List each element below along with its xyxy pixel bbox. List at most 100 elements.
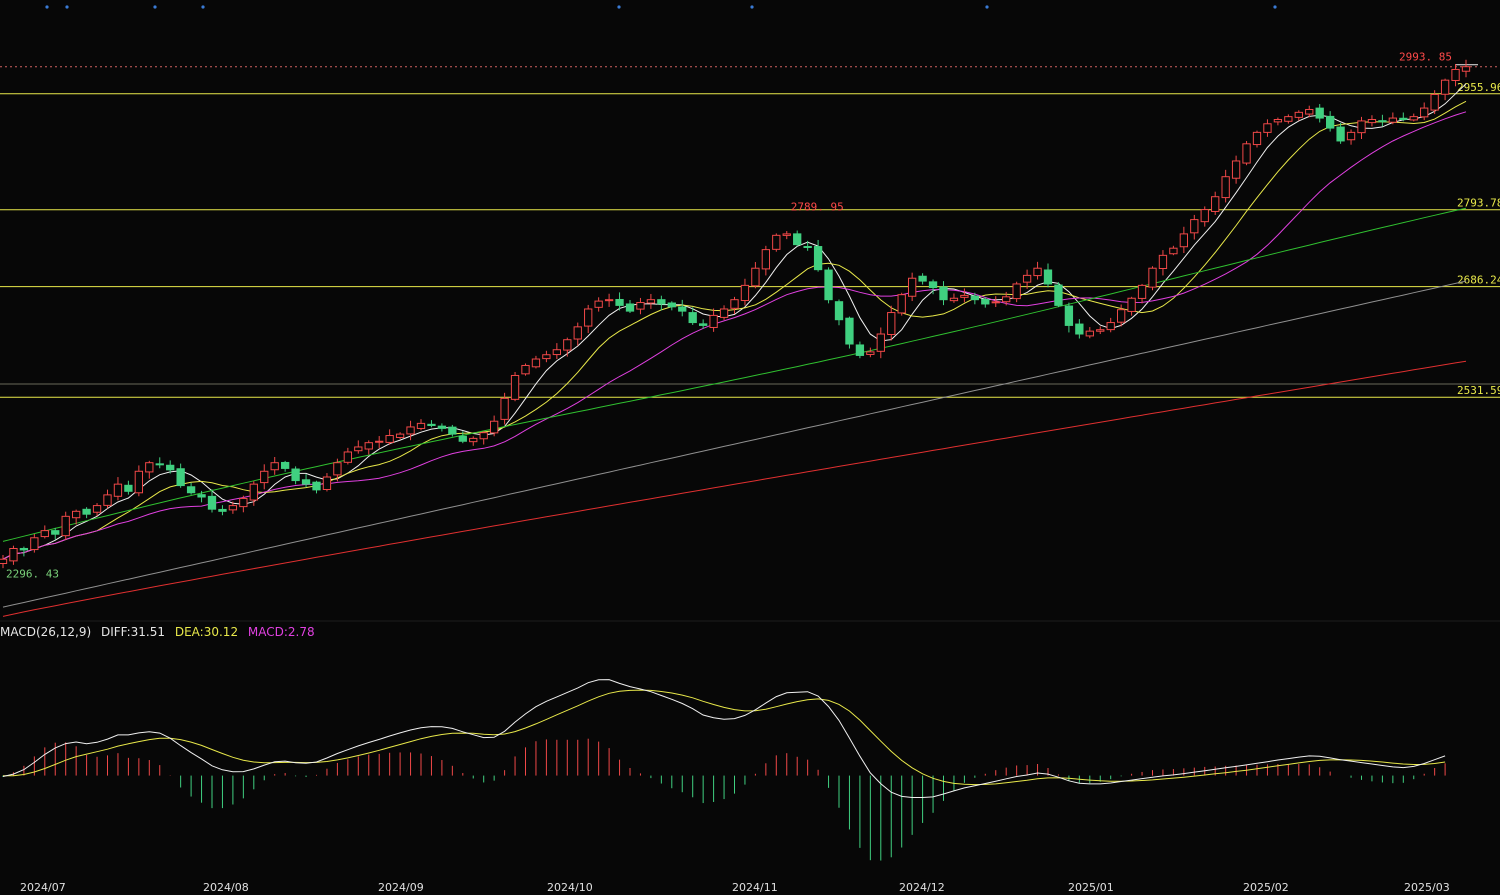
- candle-body: [1231, 160, 1241, 179]
- candle-body: [166, 464, 175, 471]
- x-axis-label: 2024/12: [899, 881, 945, 894]
- candle-body: [887, 312, 896, 336]
- candle-body: [928, 281, 938, 289]
- candle-body: [1336, 126, 1345, 142]
- candle-body: [793, 233, 802, 246]
- candle-body: [803, 246, 812, 249]
- candle-body: [594, 300, 603, 308]
- ma60-line: [2, 207, 1467, 542]
- candle-body: [1367, 119, 1377, 124]
- candle-body: [1409, 116, 1418, 121]
- candle-body: [333, 462, 342, 476]
- candle-body: [395, 433, 405, 439]
- candle-body: [124, 484, 133, 492]
- candle-body: [270, 462, 279, 471]
- candle-body: [71, 510, 81, 519]
- candle-body: [61, 515, 70, 537]
- x-axis-label: 2025/01: [1068, 881, 1114, 894]
- candle-body: [563, 339, 572, 351]
- candle-body: [615, 298, 624, 306]
- candle-body: [51, 530, 60, 535]
- ma120-line: [2, 280, 1467, 608]
- level-label: 2955.96: [1457, 81, 1500, 94]
- candle-body: [207, 495, 217, 510]
- candle-body: [218, 508, 227, 512]
- macd-legend-name: MACD(26,12,9): [0, 625, 92, 639]
- candle-body: [1263, 123, 1272, 133]
- extreme-low-label: 2296. 43: [6, 567, 59, 580]
- candle-body: [1211, 196, 1220, 212]
- candle-body: [991, 301, 1000, 304]
- level-label: 2531.59: [1457, 384, 1500, 397]
- candle-body: [1054, 284, 1063, 306]
- marker-dot: [45, 5, 49, 9]
- candle-body: [876, 333, 885, 352]
- candle-body: [698, 323, 708, 326]
- candle-body: [385, 435, 394, 443]
- candle-body: [1127, 297, 1136, 312]
- candle-body: [960, 294, 969, 298]
- candle-body: [678, 306, 687, 312]
- candle-body: [751, 267, 760, 287]
- candle-body: [824, 269, 833, 301]
- candle-body: [1451, 68, 1460, 81]
- candle-body: [145, 462, 154, 473]
- candle-body: [1179, 233, 1189, 248]
- candle-body: [103, 494, 112, 506]
- candle-body: [625, 303, 635, 312]
- candle-body: [1200, 209, 1209, 223]
- candle-body: [772, 234, 781, 250]
- candle-body: [939, 286, 948, 301]
- candle-body: [657, 299, 666, 305]
- candle-body: [1357, 120, 1366, 134]
- candle-body: [469, 437, 478, 443]
- candle-body: [1075, 323, 1084, 335]
- candle-body: [897, 294, 906, 314]
- candle-body: [1158, 254, 1168, 270]
- candle-body: [134, 470, 144, 494]
- ma20-line: [2, 111, 1467, 560]
- candle-body: [1378, 120, 1387, 123]
- candle-body: [354, 446, 363, 452]
- x-axis-label: 2024/10: [547, 881, 593, 894]
- candle-body: [30, 537, 39, 551]
- candle-body: [1242, 143, 1251, 164]
- candle-body: [448, 426, 457, 435]
- candle-body: [113, 483, 123, 497]
- candle-body: [719, 308, 729, 318]
- candle-body: [1022, 274, 1032, 283]
- candle-body: [636, 302, 645, 310]
- candle-body: [782, 233, 791, 236]
- candle-body: [176, 468, 185, 487]
- candle-body: [1221, 176, 1230, 199]
- marker-dot: [617, 5, 621, 9]
- dea-line: [3, 689, 1446, 786]
- x-axis-label: 2024/09: [378, 881, 424, 894]
- candle-body: [1252, 131, 1262, 146]
- marker-dot: [153, 5, 157, 9]
- candle-body: [40, 530, 49, 538]
- candle-body: [542, 354, 551, 360]
- candle-body: [260, 470, 269, 484]
- candle-body: [1388, 117, 1398, 123]
- candle-body: [866, 351, 875, 355]
- candle-body: [343, 451, 353, 463]
- candle-body: [1002, 296, 1011, 303]
- candle-body: [364, 442, 373, 450]
- candle-body: [646, 299, 656, 304]
- candle-body: [437, 425, 447, 429]
- candle-body: [1033, 267, 1042, 277]
- candle-body: [1346, 131, 1356, 141]
- candle-body: [1294, 111, 1303, 118]
- candle-body: [489, 420, 499, 434]
- marker-dot: [201, 5, 205, 9]
- level-label: 2686.24: [1457, 274, 1500, 287]
- x-axis-label: 2024/07: [20, 881, 66, 894]
- candle-body: [730, 299, 739, 309]
- candle-body: [1096, 329, 1105, 332]
- candle-body: [584, 308, 593, 327]
- macd-legend-diff: DIFF:31.51: [100, 625, 166, 639]
- candle-body: [1169, 247, 1178, 255]
- candle-body: [949, 297, 959, 302]
- candle-body: [239, 497, 248, 508]
